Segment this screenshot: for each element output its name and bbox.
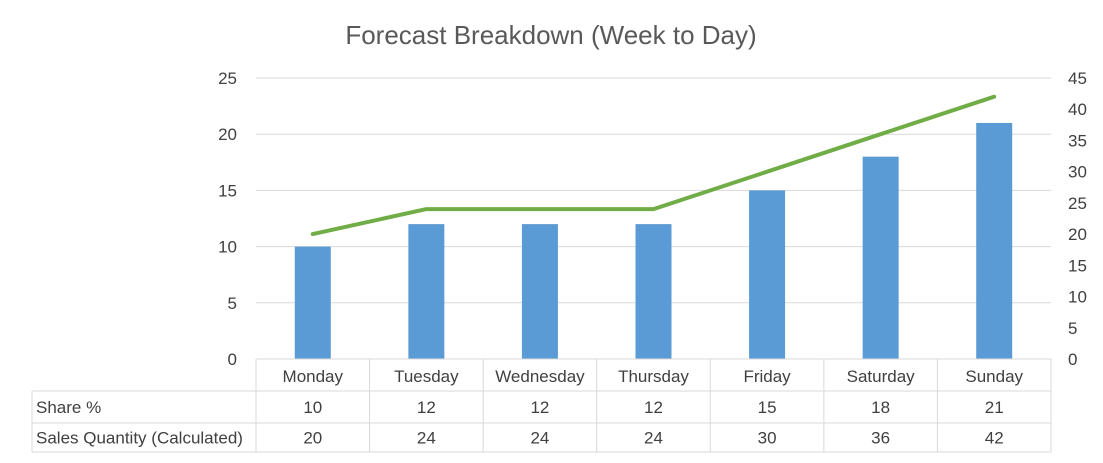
category-label: Wednesday: [495, 367, 585, 386]
table-cell-value: 42: [985, 429, 1004, 448]
table-cell-value: 21: [985, 398, 1004, 417]
right-axis-tick-label: 35: [1068, 131, 1087, 150]
bar: [521, 224, 558, 359]
category-label: Monday: [283, 367, 344, 386]
data-table: Monday Tuesday Wednesday Thursday Friday Satu…: [31, 358, 1052, 453]
table-cell-value: 24: [417, 429, 436, 448]
right-axis-tick-label: 10: [1068, 288, 1087, 307]
bar-series: [294, 122, 1013, 360]
table-cell-value: 24: [530, 429, 549, 448]
right-axis-tick-label: 0: [1068, 350, 1077, 369]
left-axis-tick-label: 20: [218, 125, 237, 144]
category-label: Thursday: [618, 367, 689, 386]
right-axis-tick-label: 5: [1068, 319, 1077, 338]
table-cell-value: 12: [530, 398, 549, 417]
table-cell-value: 18: [871, 398, 890, 417]
bar: [749, 190, 786, 359]
right-axis-tick-label: 20: [1068, 225, 1087, 244]
table-cell-value: 12: [644, 398, 663, 417]
bar: [408, 224, 445, 359]
bar: [976, 122, 1013, 360]
right-axis: 0 5 10 15 20 25 30 35 40 45: [1068, 69, 1087, 369]
right-axis-tick-label: 25: [1068, 194, 1087, 213]
category-label: Tuesday: [394, 367, 459, 386]
left-axis-tick-label: 5: [228, 294, 237, 313]
table-cell-value: 15: [758, 398, 777, 417]
table-row-label: Share %: [36, 398, 101, 417]
table-cell-value: 20: [303, 429, 322, 448]
bar: [635, 224, 672, 359]
table-cell-value: 10: [303, 398, 322, 417]
table-cell-value: 30: [758, 429, 777, 448]
line-series: [310, 94, 997, 237]
chart-title: Forecast Breakdown (Week to Day): [345, 20, 756, 50]
left-axis: 0 5 10 15 20 25: [218, 69, 237, 369]
left-axis-tick-label: 0: [228, 350, 237, 369]
right-axis-tick-label: 30: [1068, 163, 1087, 182]
right-axis-tick-label: 40: [1068, 100, 1087, 119]
left-axis-tick-label: 15: [218, 181, 237, 200]
category-label: Sunday: [965, 367, 1023, 386]
right-axis-tick-label: 45: [1068, 69, 1087, 88]
category-label: Saturday: [847, 367, 916, 386]
gridlines: [256, 77, 1051, 304]
bar: [862, 156, 899, 359]
right-axis-tick-label: 15: [1068, 256, 1087, 275]
table-row-label: Sales Quantity (Calculated): [36, 429, 243, 448]
left-axis-tick-label: 10: [218, 238, 237, 257]
table-cell-value: 24: [644, 429, 663, 448]
table-cell-value: 12: [417, 398, 436, 417]
category-label: Friday: [743, 367, 791, 386]
left-axis-tick-label: 25: [218, 69, 237, 88]
bar: [294, 246, 331, 359]
table-cell-value: 36: [871, 429, 890, 448]
